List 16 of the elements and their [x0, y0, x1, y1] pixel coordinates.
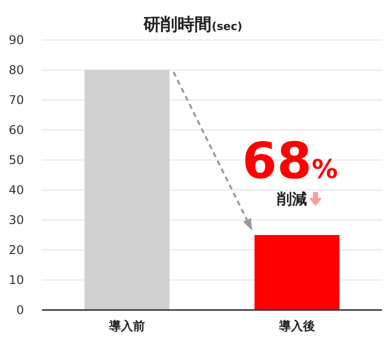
y-tick-label: 20: [8, 243, 24, 257]
y-tick-label: 60: [8, 123, 24, 137]
x-tick-label: 導入前: [108, 319, 145, 333]
chart-subtitle: (sec): [212, 20, 242, 33]
annotation: 削減: [276, 190, 307, 208]
y-tick-label: 50: [8, 153, 24, 167]
x-tick-label: 導入後: [278, 319, 315, 333]
y-tick-label: 90: [8, 33, 24, 47]
y-tick-label: 10: [8, 273, 24, 287]
y-tick-label: 0: [16, 303, 24, 317]
y-tick-label: 70: [8, 93, 24, 107]
y-tick-label: 30: [8, 213, 24, 227]
chart-title: 研削時間: [142, 15, 212, 35]
annotation: 68%: [242, 132, 338, 190]
y-tick-label: 80: [8, 63, 24, 77]
y-tick-label: 40: [8, 183, 24, 197]
